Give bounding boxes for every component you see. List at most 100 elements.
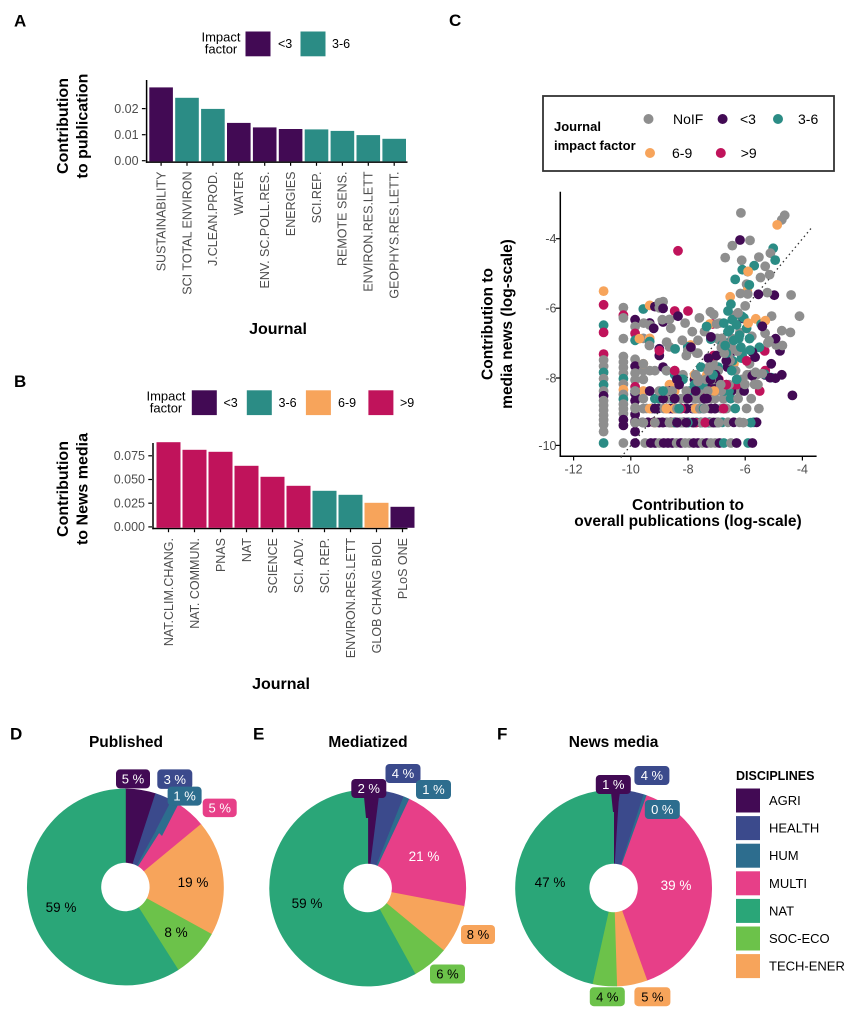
- svg-text:SUSTAINABILITY: SUSTAINABILITY: [154, 171, 168, 271]
- svg-text:Impact: Impact: [201, 30, 240, 45]
- svg-text:>9: >9: [741, 145, 757, 161]
- svg-text:Mediatized: Mediatized: [328, 734, 407, 751]
- svg-text:HEALTH: HEALTH: [769, 821, 819, 836]
- svg-text:6-9: 6-9: [338, 396, 356, 410]
- svg-text:Journal: Journal: [252, 676, 310, 693]
- svg-text:4 %: 4 %: [392, 766, 415, 781]
- svg-text:NAT.CLIM.CHANG.: NAT.CLIM.CHANG.: [162, 538, 176, 646]
- svg-text:-6: -6: [545, 302, 556, 316]
- svg-text:4 %: 4 %: [641, 768, 664, 783]
- svg-text:21 %: 21 %: [409, 849, 440, 864]
- svg-text:8 %: 8 %: [164, 925, 187, 940]
- svg-text:3-6: 3-6: [332, 37, 350, 51]
- svg-text:SOC-ECO: SOC-ECO: [769, 931, 830, 946]
- svg-text:3 %: 3 %: [164, 772, 187, 787]
- svg-text:Contribution: Contribution: [55, 78, 72, 174]
- svg-text:5 %: 5 %: [641, 989, 664, 1004]
- svg-text:ENVIRON.RES.LETT: ENVIRON.RES.LETT: [344, 538, 358, 659]
- svg-text:5 %: 5 %: [122, 772, 145, 787]
- svg-text:SCIENCE: SCIENCE: [266, 538, 280, 594]
- svg-text:MULTI: MULTI: [769, 876, 807, 891]
- svg-text:-8: -8: [682, 463, 693, 477]
- svg-text:DISCIPLINES: DISCIPLINES: [736, 769, 815, 783]
- svg-text:3-6: 3-6: [798, 111, 818, 127]
- svg-text:B: B: [14, 372, 26, 391]
- svg-text:Impact: Impact: [146, 389, 185, 404]
- svg-text:0.00: 0.00: [114, 154, 138, 168]
- svg-text:WATER: WATER: [232, 172, 246, 216]
- svg-text:5 %: 5 %: [208, 801, 231, 816]
- svg-text:47 %: 47 %: [535, 875, 566, 890]
- svg-text:-12: -12: [565, 463, 583, 477]
- svg-text:D: D: [10, 725, 22, 744]
- svg-text:media news (log-scale): media news (log-scale): [499, 239, 516, 409]
- svg-text:impact factor: impact factor: [554, 138, 636, 153]
- svg-text:factor: factor: [205, 42, 238, 57]
- svg-text:<3: <3: [278, 37, 292, 51]
- svg-text:REMOTE SENS.: REMOTE SENS.: [336, 172, 350, 266]
- svg-text:ENVIRON.RES.LETT: ENVIRON.RES.LETT: [362, 171, 376, 292]
- svg-text:1 %: 1 %: [173, 789, 196, 804]
- svg-text:0.02: 0.02: [114, 102, 138, 116]
- svg-text:Contribution to: Contribution to: [632, 497, 744, 514]
- svg-text:A: A: [14, 11, 26, 30]
- svg-text:>9: >9: [400, 396, 414, 410]
- svg-text:to publication: to publication: [75, 74, 92, 179]
- svg-text:SCI. ADV.: SCI. ADV.: [292, 538, 306, 593]
- svg-text:SCI TOTAL ENVIRON: SCI TOTAL ENVIRON: [180, 172, 194, 295]
- svg-text:Published: Published: [89, 734, 163, 751]
- svg-text:PLoS ONE: PLoS ONE: [396, 538, 410, 599]
- svg-text:Journal: Journal: [554, 119, 601, 134]
- svg-text:19 %: 19 %: [178, 875, 209, 890]
- svg-text:0.025: 0.025: [114, 496, 145, 510]
- svg-text:F: F: [497, 725, 507, 744]
- svg-text:News media: News media: [569, 734, 659, 751]
- svg-text:0.01: 0.01: [114, 128, 138, 142]
- svg-text:SCI. REP.: SCI. REP.: [318, 538, 332, 593]
- svg-text:overall publications (log-scal: overall publications (log-scale): [574, 513, 801, 530]
- svg-text:C: C: [449, 11, 461, 30]
- svg-text:3-6: 3-6: [279, 396, 297, 410]
- svg-text:59 %: 59 %: [46, 900, 77, 915]
- svg-text:<3: <3: [224, 396, 238, 410]
- svg-text:0.000: 0.000: [114, 520, 145, 534]
- svg-text:-4: -4: [545, 232, 556, 246]
- svg-text:NAT: NAT: [769, 903, 794, 918]
- svg-text:GLOB CHANG BIOL: GLOB CHANG BIOL: [370, 538, 384, 653]
- svg-text:PNAS: PNAS: [214, 538, 228, 572]
- svg-text:to News media: to News media: [75, 433, 92, 545]
- svg-text:-10: -10: [622, 463, 640, 477]
- svg-text:NoIF: NoIF: [673, 111, 703, 127]
- svg-text:E: E: [253, 725, 264, 744]
- svg-text:Contribution to: Contribution to: [480, 268, 497, 380]
- svg-text:-10: -10: [538, 439, 556, 453]
- svg-text:6-9: 6-9: [672, 145, 692, 161]
- svg-text:-4: -4: [797, 463, 808, 477]
- svg-text:-8: -8: [545, 372, 556, 386]
- svg-text:6 %: 6 %: [436, 967, 459, 982]
- svg-text:ENERGIES: ENERGIES: [284, 172, 298, 237]
- svg-text:39 %: 39 %: [661, 878, 692, 893]
- svg-text:ENV. SC.POLL.RES.: ENV. SC.POLL.RES.: [258, 172, 272, 289]
- svg-text:4 %: 4 %: [596, 989, 619, 1004]
- svg-text:1 %: 1 %: [602, 777, 625, 792]
- svg-text:8 %: 8 %: [467, 927, 490, 942]
- svg-text:2 %: 2 %: [358, 781, 381, 796]
- svg-text:SCI.REP.: SCI.REP.: [310, 172, 324, 224]
- svg-text:0.075: 0.075: [114, 449, 145, 463]
- svg-text:-6: -6: [740, 463, 751, 477]
- svg-text:J.CLEAN.PROD.: J.CLEAN.PROD.: [206, 172, 220, 266]
- svg-text:Contribution: Contribution: [55, 441, 72, 537]
- svg-text:0 %: 0 %: [651, 802, 674, 817]
- svg-text:59 %: 59 %: [292, 896, 323, 911]
- svg-text:HUM: HUM: [769, 848, 799, 863]
- svg-text:GEOPHYS.RES.LETT.: GEOPHYS.RES.LETT.: [388, 172, 402, 299]
- svg-text:0.050: 0.050: [114, 473, 145, 487]
- svg-text:1 %: 1 %: [422, 782, 445, 797]
- svg-text:Journal: Journal: [249, 321, 307, 338]
- svg-text:NAT: NAT: [240, 538, 254, 562]
- svg-text:AGRI: AGRI: [769, 793, 801, 808]
- svg-text:factor: factor: [150, 401, 183, 416]
- svg-text:TECH-ENER: TECH-ENER: [769, 959, 845, 974]
- svg-text:<3: <3: [740, 111, 756, 127]
